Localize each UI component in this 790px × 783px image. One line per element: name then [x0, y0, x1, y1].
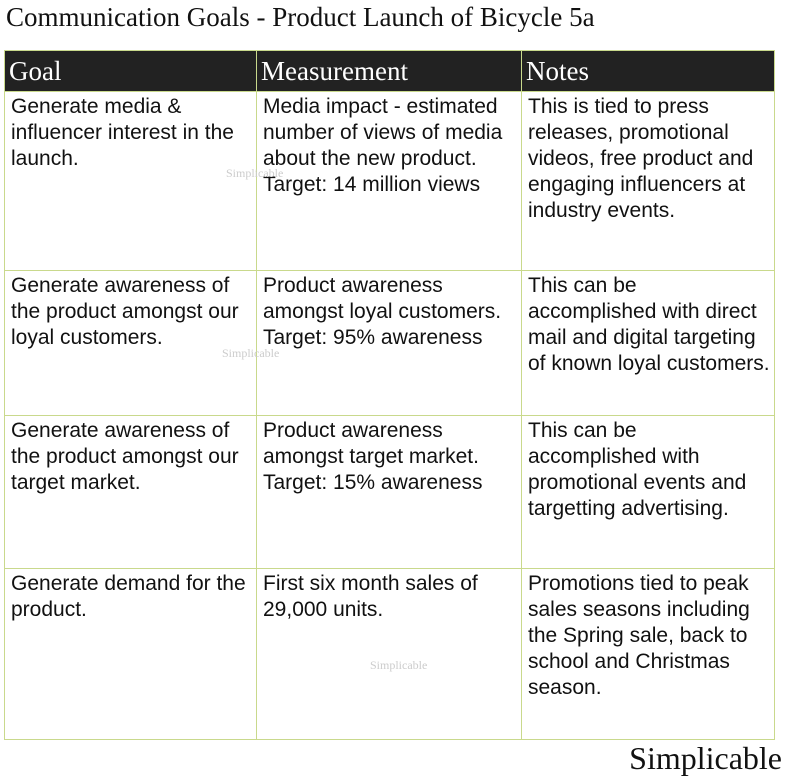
- table-cell: Generate awareness of the product amongs…: [4, 270, 257, 416]
- cell-text: Target: 14 million views: [263, 173, 481, 196]
- cell-text: Generate awareness of the product amongs…: [11, 419, 239, 494]
- table-cell: Promotions tied to peak sales seasons in…: [521, 568, 775, 740]
- header-row: Goal Measurement Notes: [4, 50, 775, 92]
- table-cell: This can be accomplished with promotiona…: [521, 415, 775, 569]
- column-header: Goal: [4, 50, 257, 92]
- table-cell: Product awareness amongst loyal customer…: [256, 270, 522, 416]
- watermark: Simplicable: [222, 346, 280, 360]
- footer-brand: Simplicable: [629, 740, 782, 776]
- watermark: Simplicable: [370, 658, 428, 672]
- title: Communication Goals - Product Launch of …: [6, 2, 595, 32]
- table-cell: This can be accomplished with direct mai…: [521, 270, 775, 416]
- table-body: Generate media & influencer interest in …: [4, 91, 775, 740]
- watermark: Simplicable: [226, 166, 284, 180]
- column-header: Measurement: [256, 50, 522, 92]
- cell-text: This can be accomplished with direct mai…: [528, 274, 770, 375]
- cell-text: Promotions tied to peak sales seasons in…: [528, 572, 750, 699]
- table-cell: Media impact - estimated number of views…: [256, 91, 522, 271]
- cell-text: First six month sales of 29,000 units.: [263, 572, 478, 621]
- table-row: Generate demand for the product. First si…: [4, 568, 775, 740]
- cell-text: Generate media & influencer interest in …: [11, 95, 234, 170]
- goals-table: Goal Measurement Notes Generate media & in…: [4, 50, 775, 740]
- cell-text: Media impact - estimated number of views…: [263, 95, 503, 170]
- cell-text: Product awareness amongst loyal customer…: [263, 274, 502, 323]
- table-cell: Generate demand for the product.: [4, 568, 257, 740]
- cell-text: Generate demand for the product.: [11, 572, 246, 621]
- table-row: Generate awareness of the product amongs…: [4, 415, 775, 569]
- table-row: Generate awareness of the product amongs…: [4, 270, 775, 416]
- table-cell: This is tied to press releases, promotio…: [521, 91, 775, 271]
- cell-text: Target: 95% awareness: [263, 326, 483, 349]
- table-cell: First six month sales of 29,000 units.: [256, 568, 522, 740]
- table-cell: Generate awareness of the product amongs…: [4, 415, 257, 569]
- cell-text: Target: 15% awareness: [263, 471, 483, 494]
- table-row: Generate media & influencer interest in …: [4, 91, 775, 271]
- cell-text: This is tied to press releases, promotio…: [528, 95, 754, 222]
- cell-text: Product awareness amongst target market.: [263, 419, 479, 468]
- cell-text: This can be accomplished with promotiona…: [528, 419, 747, 520]
- column-header: Notes: [521, 50, 775, 92]
- table-cell: Product awareness amongst target market.…: [256, 415, 522, 569]
- cell-text: Generate awareness of the product amongs…: [11, 274, 239, 349]
- table-cell: Generate media & influencer interest in …: [4, 91, 257, 271]
